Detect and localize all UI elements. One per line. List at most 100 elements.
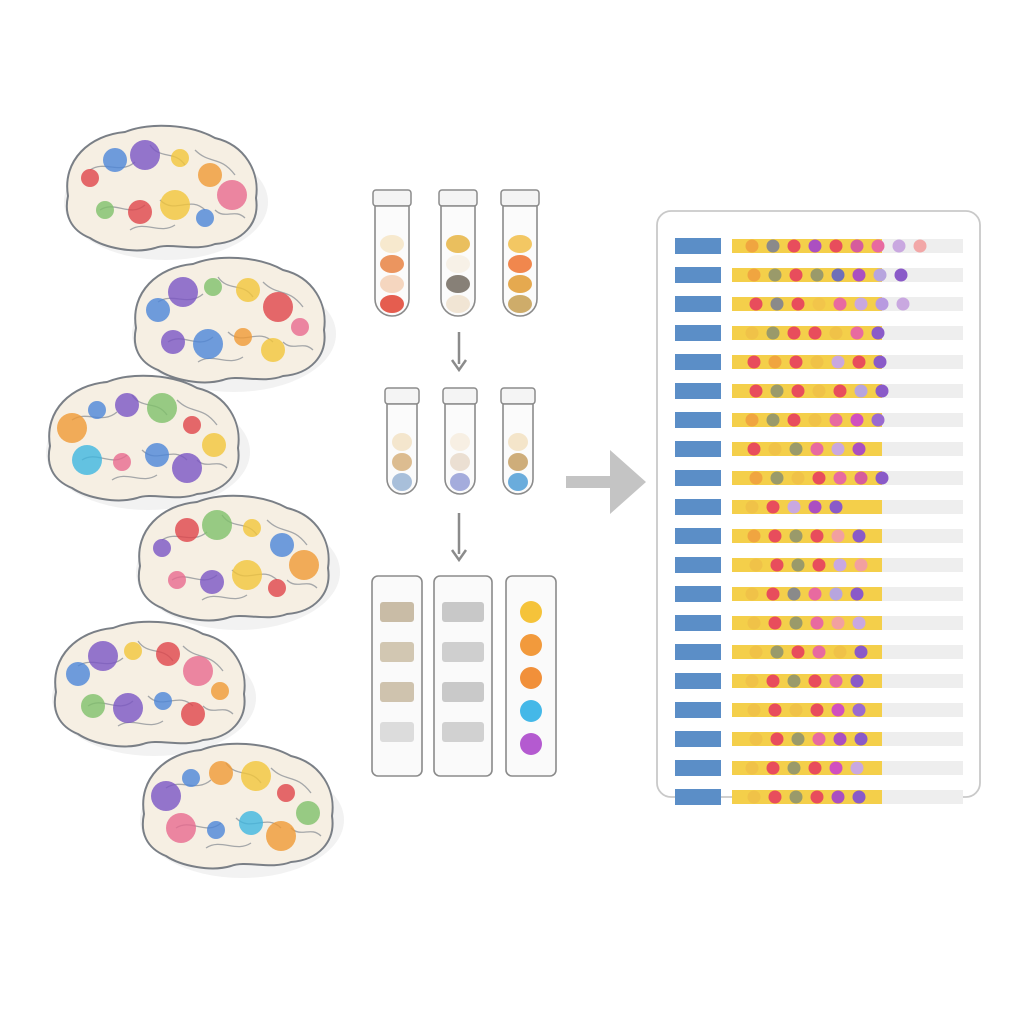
row-dot [791,384,805,398]
row-dot [831,355,845,369]
row-dot [766,674,780,688]
brain-marker-spot [234,328,252,346]
strip-band [442,722,484,742]
row-dot [768,616,782,630]
brain-illustration [64,124,268,260]
row-dot [812,471,826,485]
brain-marker-spot [151,781,181,811]
tube-layer [392,433,412,451]
row-dot [766,413,780,427]
strip-band [380,642,414,662]
row-dot [770,732,784,746]
row-dot [770,471,784,485]
brain-fold [205,842,252,849]
brain-illustration [136,494,340,630]
row-dot [808,413,822,427]
tube-layer [446,255,470,273]
row-dot [892,239,906,253]
tube-layer [446,275,470,293]
row-dot [747,442,761,456]
tube-layer [380,255,404,273]
row-dot [829,674,843,688]
row-yellow-segment [732,703,882,717]
tube-layer [450,453,470,471]
brain-marker-spot [239,811,263,835]
row-dot [873,355,887,369]
brain-marker-spot [168,571,186,589]
row-dot [787,761,801,775]
test-tube [442,387,478,495]
brain-marker-spot [130,140,160,170]
row-dot [749,645,763,659]
row-dot [745,500,759,514]
brain-fold [111,474,158,481]
row-dot [850,587,864,601]
row-dot [831,268,845,282]
row-dot [770,384,784,398]
row-dot [854,645,868,659]
brain-marker-spot [202,510,232,540]
brain-marker-spot [156,642,180,666]
row-dot [789,355,803,369]
row-dot [766,326,780,340]
row-dot [852,703,866,717]
heatmap-row [675,470,963,486]
row-dot [854,732,868,746]
brain-fold [214,209,246,219]
row-dot [766,500,780,514]
row-dot [833,645,847,659]
row-label-bar [675,760,721,776]
arrow-head [450,549,468,563]
row-dot [768,703,782,717]
row-label-bar [675,296,721,312]
brain-marker-spot [171,149,189,167]
row-label-bar [675,267,721,283]
tube-layer [508,235,532,253]
heatmap-row [675,528,963,544]
brain-marker-spot [57,413,87,443]
brain-marker-spot [243,519,261,537]
row-dot [787,239,801,253]
strip-band [442,642,484,662]
row-label-bar [675,586,721,602]
brain-marker-spot [261,338,285,362]
brain-fold [262,281,304,308]
row-dot [768,268,782,282]
row-dot [745,674,759,688]
assay-strips-group [371,575,557,777]
row-yellow-segment [732,790,882,804]
heatmap-row [675,731,963,747]
brain-marker-spot [291,318,309,336]
heatmap-row [675,760,963,776]
row-dot [808,674,822,688]
brain-marker-spot [146,298,170,322]
strip-dot [520,700,542,722]
brain-marker-spot [296,801,320,825]
brain-marker-spot [232,560,262,590]
brain-marker-spot [183,656,213,686]
row-dot [808,239,822,253]
brain-marker-spot [175,518,199,542]
row-label-bar [675,557,721,573]
row-label-bar [675,528,721,544]
tube-layer [392,453,412,471]
strip-band [380,722,414,742]
brain-fold [182,645,224,672]
tube-layer [508,295,532,313]
row-dot [850,239,864,253]
row-dot [812,645,826,659]
test-tube [438,189,478,317]
row-dot [829,413,843,427]
row-yellow-segment [732,529,882,543]
row-dot [787,413,801,427]
row-dot [850,761,864,775]
brain-marker-spot [81,169,99,187]
brain-fold [286,579,318,589]
brain-marker-spot [147,393,177,423]
strip-band [442,602,484,622]
heatmap-row [675,412,963,428]
heatmap-row [675,354,963,370]
brain-fold [266,519,308,546]
row-label-bar [675,238,721,254]
sample-tubes-row-1 [372,189,540,317]
